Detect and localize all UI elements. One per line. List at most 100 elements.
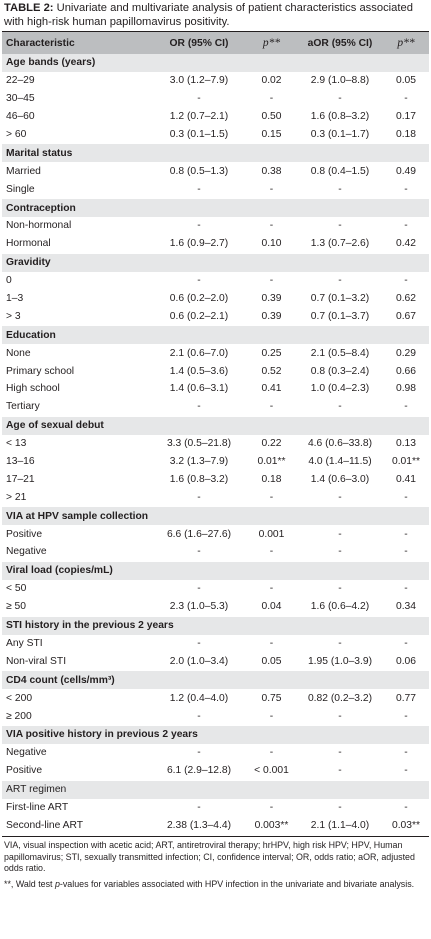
table-row: Hormonal 1.6 (0.9–2.7) 0.10 1.3 (0.7–2.6) 0.… <box>2 235 429 253</box>
adjusted-p-value: - <box>404 491 408 503</box>
or-value: 0.3 (0.1–1.5) <box>169 129 229 140</box>
aor-value: - <box>338 528 342 540</box>
table-row: > 60 0.3 (0.1–1.5) 0.15 0.3 (0.1–1.7) 0.18 <box>2 126 429 144</box>
row-label: 13–16 <box>6 456 35 468</box>
row-label: Single <box>6 183 35 195</box>
table-row: < 200 1.2 (0.4–4.0) 0.75 0.82 (0.2–3.2) 0.77 <box>2 689 429 707</box>
row-label: ≥ 50 <box>6 601 26 613</box>
p-value: < 0.001 <box>254 765 289 777</box>
or-value: 0.6 (0.2–2.1) <box>169 310 229 322</box>
adjusted-p-value: - <box>404 801 408 813</box>
or-value: 1.4 (0.5–3.6) <box>169 365 229 377</box>
row-label: > 3 <box>6 310 21 322</box>
adjusted-p-value: 0.29 <box>395 347 417 359</box>
row-label: First-line ART <box>6 801 69 813</box>
aor-value: - <box>338 401 342 413</box>
p-value: - <box>269 546 274 558</box>
aor-value: 2.1 (1.1–4.0) <box>310 819 370 831</box>
header-characteristic: Characteristic <box>2 31 152 54</box>
group-title: Gravidity <box>2 252 429 272</box>
adjusted-p-value: 0.98 <box>395 383 417 395</box>
row-label: Non-viral STI <box>6 655 67 667</box>
p-value: - <box>269 491 274 503</box>
row-label: ≥ 200 <box>6 710 32 722</box>
row-label: Tertiary <box>6 401 40 413</box>
or-value: - <box>197 546 201 558</box>
results-table: Characteristic OR (95% CI) p** aOR (95% … <box>2 31 429 834</box>
row-label: > 60 <box>6 129 27 140</box>
or-value: 1.6 (0.8–3.2) <box>169 473 229 485</box>
p-value: 0.05 <box>261 655 282 667</box>
aor-value: - <box>338 275 342 287</box>
table-body: Age bands (years) 22–29 3.0 (1.2–7.9) 0.02 2… <box>2 54 429 834</box>
group-header-row: Age bands (years) <box>2 54 429 72</box>
aor-value: 1.6 (0.6–4.2) <box>310 601 370 613</box>
caption-text: Univariate and multivariate analysis of … <box>4 2 413 28</box>
aor-value: - <box>338 747 342 759</box>
group-header-row: Marital status <box>2 143 429 163</box>
header-aor: aOR (95% CI) <box>297 31 383 54</box>
aor-value: - <box>338 765 342 777</box>
or-value: - <box>197 710 201 722</box>
table-row: < 50 - - - - <box>2 580 429 598</box>
or-value: - <box>197 183 201 195</box>
row-label: 1–3 <box>6 293 24 305</box>
adjusted-p-value: - <box>404 765 408 777</box>
table-row: Single - - - - <box>2 180 429 198</box>
or-value: 0.6 (0.2–2.0) <box>169 293 229 305</box>
table-row: 1–3 0.6 (0.2–2.0) 0.39 0.7 (0.1–3.2) 0.62 <box>2 290 429 308</box>
or-value: 3.2 (1.3–7.9) <box>169 456 229 468</box>
or-value: - <box>197 93 201 105</box>
aor-value: 1.0 (0.4–2.3) <box>310 383 370 395</box>
table-caption: TABLE 2: Univariate and multivariate ana… <box>2 0 429 31</box>
group-title: STI history in the previous 2 years <box>2 615 429 635</box>
p-value: - <box>269 583 274 595</box>
group-header-row: Gravidity <box>2 252 429 272</box>
table-row: Negative - - - - <box>2 543 429 561</box>
row-label: Second-line ART <box>6 819 84 831</box>
group-header-row: Age of sexual debut <box>2 415 429 435</box>
adjusted-p-value: 0.06 <box>395 655 417 667</box>
p-value: - <box>269 801 274 813</box>
adjusted-p-value: 0.41 <box>395 473 417 485</box>
group-header-row: Contraception <box>2 198 429 218</box>
adjusted-p-value: - <box>404 710 408 722</box>
row-label: < 50 <box>6 583 27 595</box>
adjusted-p-value: 0.66 <box>395 365 417 377</box>
table-row: None 2.1 (0.6–7.0) 0.25 2.1 (0.5–8.4) 0.29 <box>2 344 429 362</box>
or-value: 1.6 (0.9–2.7) <box>169 238 229 250</box>
aor-value: 0.82 (0.2–3.2) <box>307 692 373 704</box>
adjusted-p-value: - <box>404 183 408 195</box>
wald-note-p: p <box>54 878 60 889</box>
row-label: Negative <box>6 747 47 759</box>
or-value: - <box>197 747 201 759</box>
row-label: < 200 <box>6 692 33 704</box>
aor-value: 0.8 (0.4–1.5) <box>310 165 370 177</box>
aor-value: - <box>338 93 342 105</box>
group-header-row: CD4 count (cells/mm³) <box>2 670 429 690</box>
p-value: - <box>269 401 274 413</box>
adjusted-p-value: 0.05 <box>395 75 417 87</box>
header-row: Characteristic OR (95% CI) p** aOR (95% … <box>2 31 429 54</box>
p-value: 0.18 <box>261 473 282 485</box>
adjusted-p-value: - <box>404 401 408 413</box>
row-label: Any STI <box>6 637 43 649</box>
p-value: 0.02 <box>261 75 282 87</box>
p-value: 0.10 <box>261 238 282 250</box>
p-value: - <box>269 275 274 287</box>
or-value: - <box>197 801 201 813</box>
group-title: Age bands (years) <box>2 54 429 72</box>
group-title: ART regimen <box>2 779 429 799</box>
p-value: 0.75 <box>261 692 282 704</box>
p-value: 0.52 <box>261 365 282 377</box>
table-row: Second-line ART 2.38 (1.3–4.4) 0.003** 2.1 … <box>2 816 429 834</box>
adjusted-p-value: - <box>404 220 408 232</box>
row-label: Negative <box>6 546 47 558</box>
p-value: 0.01** <box>257 456 286 468</box>
aor-value: 2.1 (0.5–8.4) <box>310 347 370 359</box>
or-value: 2.38 (1.3–4.4) <box>166 819 232 831</box>
group-header-row: Viral load (copies/mL) <box>2 560 429 580</box>
p-value: 0.003** <box>254 819 289 831</box>
p-value: - <box>269 183 274 195</box>
header-p-univariate: p** <box>246 31 297 54</box>
